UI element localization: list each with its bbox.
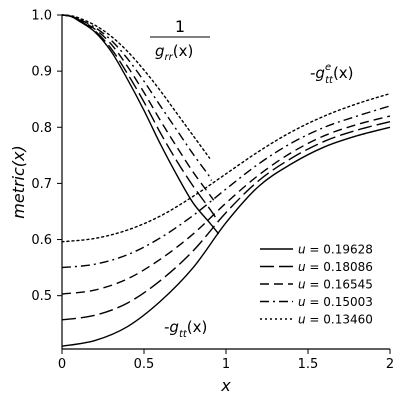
legend-label: u = 0.19628 [298,243,373,257]
y-axis-title: metric(x) [9,145,28,218]
x-tick-label: 1.5 [298,357,319,372]
series-5-inverse-grr-curve [61,14,211,159]
x-tick-label: 0 [58,357,66,372]
legend-label: u = 0.15003 [298,295,373,309]
x-ticks: 0 0.5 1 1.5 2 [58,349,394,372]
legend-label: u = 0.18086 [298,260,373,274]
series-1-gtt-curve [61,126,391,347]
x-tick-label: 1 [222,357,230,372]
y-tick-label: 0.7 [31,177,52,192]
plot-lines [61,14,391,347]
series-3-gtt-curve [61,115,391,295]
series-5-gtt-curve [61,92,391,243]
x-axis-title: x [220,376,231,395]
y-tick-label: 0.9 [31,65,52,80]
series-2-inverse-grr-curve [61,14,216,218]
y-tick-label: 0.5 [31,289,52,304]
x-tick-label: 2 [386,357,394,372]
legend: u = 0.19628 u = 0.18086 u = 0.16545 u = 0.1… [260,243,373,327]
legend-label: u = 0.13460 [298,313,373,327]
x-tick-label: 0.5 [134,357,155,372]
y-ticks: 0.5 0.6 0.7 0.8 0.9 1.0 [31,9,62,304]
series-3-inverse-grr-curve [61,14,215,201]
y-tick-label: 0.8 [31,121,52,136]
legend-label: u = 0.16545 [298,278,373,292]
series-2-gtt-curve [61,120,391,321]
series-4-gtt-curve [61,105,391,269]
y-tick-label: 0.6 [31,233,52,248]
annotation-fraction-numerator: 1 [175,17,185,36]
annotation-gtt: -gtt(x) [164,318,207,340]
annotation-fraction-denominator: grr(x) [155,42,193,63]
series-1-inverse-grr-curve [61,14,220,235]
y-tick-label: 1.0 [31,9,52,24]
